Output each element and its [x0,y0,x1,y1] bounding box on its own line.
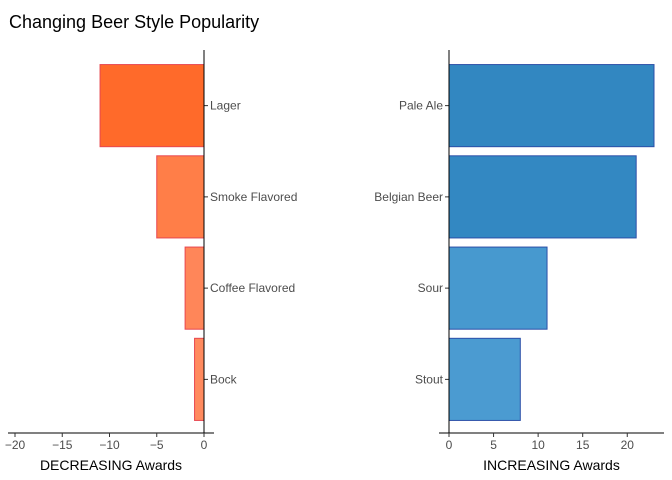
chart-0-x-tick-label: 0 [201,438,208,452]
chart-1-x-tick-label: 5 [490,438,497,452]
chart-0-x-tick-label: −15 [52,438,73,452]
chart-1-bar-pale-ale [448,64,655,148]
chart-0-x-tick-label: −10 [99,438,120,452]
chart-0-x-tick-label: −5 [150,438,164,452]
chart-1-bar-stout [448,337,521,421]
chart-1-y-tick-label: Belgian Beer [374,190,443,204]
chart-1-y-tick-label: Pale Ale [399,99,443,113]
chart-1-x-axis-title: INCREASING Awards [483,457,620,473]
chart-0-x-axis-title: DECREASING Awards [40,457,182,473]
chart-1-x-tick-label: 10 [531,438,545,452]
chart-1-x-tick-label: 15 [576,438,590,452]
chart-0-y-tick-label: Smoke Flavored [210,190,297,204]
chart-1-bar-sour [448,246,548,330]
chart-1-x-tick-label: 0 [446,438,453,452]
chart-1-y-tick-label: Sour [418,281,443,295]
chart-0-y-tick-label: Lager [210,99,241,113]
page-title: Changing Beer Style Popularity [9,12,260,32]
chart-1-y-tick-label: Stout [415,372,444,386]
chart-0-bar-smoke-flavored [156,155,205,239]
chart-1-x-tick-label: 20 [621,438,635,452]
chart-0-y-tick-label: Bock [210,372,238,386]
chart-0-x-tick-label: −20 [5,438,26,452]
chart-0-y-tick-label: Coffee Flavored [210,281,295,295]
chart-1-bar-belgian-beer [448,155,637,239]
